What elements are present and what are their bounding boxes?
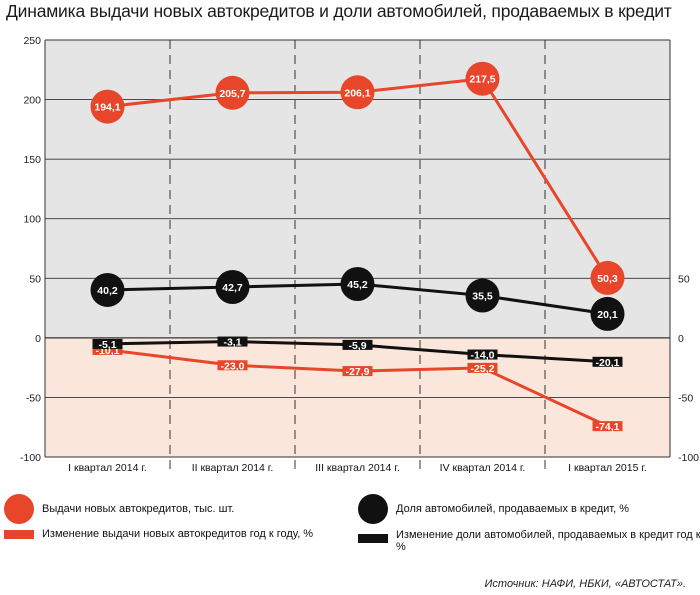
legend-label: Доля автомобилей, продаваемых в кредит, … (396, 503, 629, 515)
y-tick-label-right: -100 (678, 452, 699, 464)
data-point-bar (342, 366, 373, 377)
data-label: -14,0 (471, 350, 495, 362)
legend-label: Изменение доли автомобилей, продаваемых … (396, 529, 700, 541)
source-note: Источник: НАФИ, НБКИ, «АВТОСТАТ». (485, 578, 686, 590)
data-label: -20,1 (596, 357, 620, 369)
data-point-circle (215, 75, 250, 110)
legend-item-red-circle: Выдачи новых автокредитов, тыс. шт. (4, 494, 234, 524)
data-label: -74,1 (596, 421, 620, 433)
data-label: 205,7 (219, 88, 245, 100)
data-point-bar (467, 349, 498, 360)
x-category-label: III квартал 2014 г. (315, 462, 400, 474)
data-point-circle (215, 269, 250, 304)
axes: 250 200 150 100 50 0 -50 -100 50 0 -50 -100 I кварта… (20, 35, 699, 474)
x-category-label: I квартал 2015 г. (568, 462, 647, 474)
y-tick-label-right: 50 (678, 273, 690, 285)
data-point-bar (217, 336, 248, 347)
data-label: 35,5 (472, 291, 493, 303)
data-point-bar (342, 339, 373, 350)
source-label: Источник: (484, 578, 539, 590)
y-tick-label-left: 250 (23, 35, 41, 47)
y-tick-label-left: 200 (23, 95, 41, 107)
chart-title: Динамика выдачи новых автокредитов и дол… (6, 1, 672, 21)
red-bar-marker (4, 529, 34, 539)
y-tick-label-left: 50 (29, 273, 41, 285)
gridlines (45, 39, 670, 470)
x-category-label: IV квартал 2014 г. (440, 462, 526, 474)
data-label: 194,1 (94, 102, 120, 114)
data-point-bar (592, 356, 623, 367)
data-label: -5,9 (348, 340, 366, 352)
data-point-circle (340, 75, 375, 110)
data-point-circle (465, 61, 500, 96)
black-bar-marker (358, 534, 388, 543)
data-point-bar (592, 421, 623, 432)
data-label: 40,2 (97, 285, 118, 297)
source-text: НАФИ, НБКИ, «АВТОСТАТ». (541, 578, 686, 590)
black-circle-marker (358, 494, 388, 524)
data-point-circle (90, 272, 125, 307)
legend-label: Выдачи новых автокредитов, тыс. шт. (42, 503, 235, 515)
data-point-circle (90, 89, 125, 124)
data-point-circle (590, 260, 625, 295)
y-tick-label-left: 100 (23, 214, 41, 226)
data-label: -3,1 (223, 337, 241, 349)
data-label: -23,0 (221, 360, 245, 372)
data-label: -25,2 (471, 363, 495, 375)
legend-item-black-circle: Доля автомобилей, продаваемых в кредит, … (358, 494, 629, 524)
legend-item-black-bar: Изменение доли автомобилей, продаваемых … (358, 529, 700, 553)
y-tick-label-left: 150 (23, 154, 41, 166)
data-label: 217,5 (469, 74, 495, 86)
data-point-bar (217, 360, 248, 371)
y-tick-label-left: -50 (26, 392, 41, 404)
series: 194,1 205,7 206,1 217,5 50,3 40,2 42,7 45,2 35,5… (90, 61, 625, 433)
data-label: 206,1 (344, 87, 370, 99)
legend-label: % (396, 541, 406, 553)
data-label: 42,7 (222, 282, 243, 294)
y-tick-label-left: -100 (20, 452, 41, 464)
x-category-label: I квартал 2014 г. (68, 462, 147, 474)
red-circle-marker (4, 494, 34, 524)
data-point-bar (92, 338, 123, 349)
data-point-circle (465, 278, 500, 313)
y-tick-label-right: 0 (678, 333, 684, 345)
y-tick-label-left: 0 (35, 333, 41, 345)
data-point-bar (92, 344, 123, 355)
legend-item-red-bar: Изменение выдачи новых автокредитов год … (4, 528, 313, 540)
data-point-circle (340, 267, 375, 302)
data-label: 50,3 (597, 273, 618, 285)
data-label: 20,1 (597, 309, 618, 321)
chart: 250 200 150 100 50 0 -50 -100 50 0 -50 -100 I кварта… (20, 35, 699, 474)
data-point-circle (590, 296, 625, 331)
data-label: -5,1 (98, 339, 116, 351)
data-point-bar (467, 362, 498, 373)
legend-label: Изменение выдачи новых автокредитов год … (42, 528, 314, 540)
data-label: 45,2 (347, 279, 368, 291)
data-label: -27,9 (346, 366, 370, 378)
x-category-label: II квартал 2014 г. (192, 462, 274, 474)
y-tick-label-right: -50 (678, 392, 693, 404)
